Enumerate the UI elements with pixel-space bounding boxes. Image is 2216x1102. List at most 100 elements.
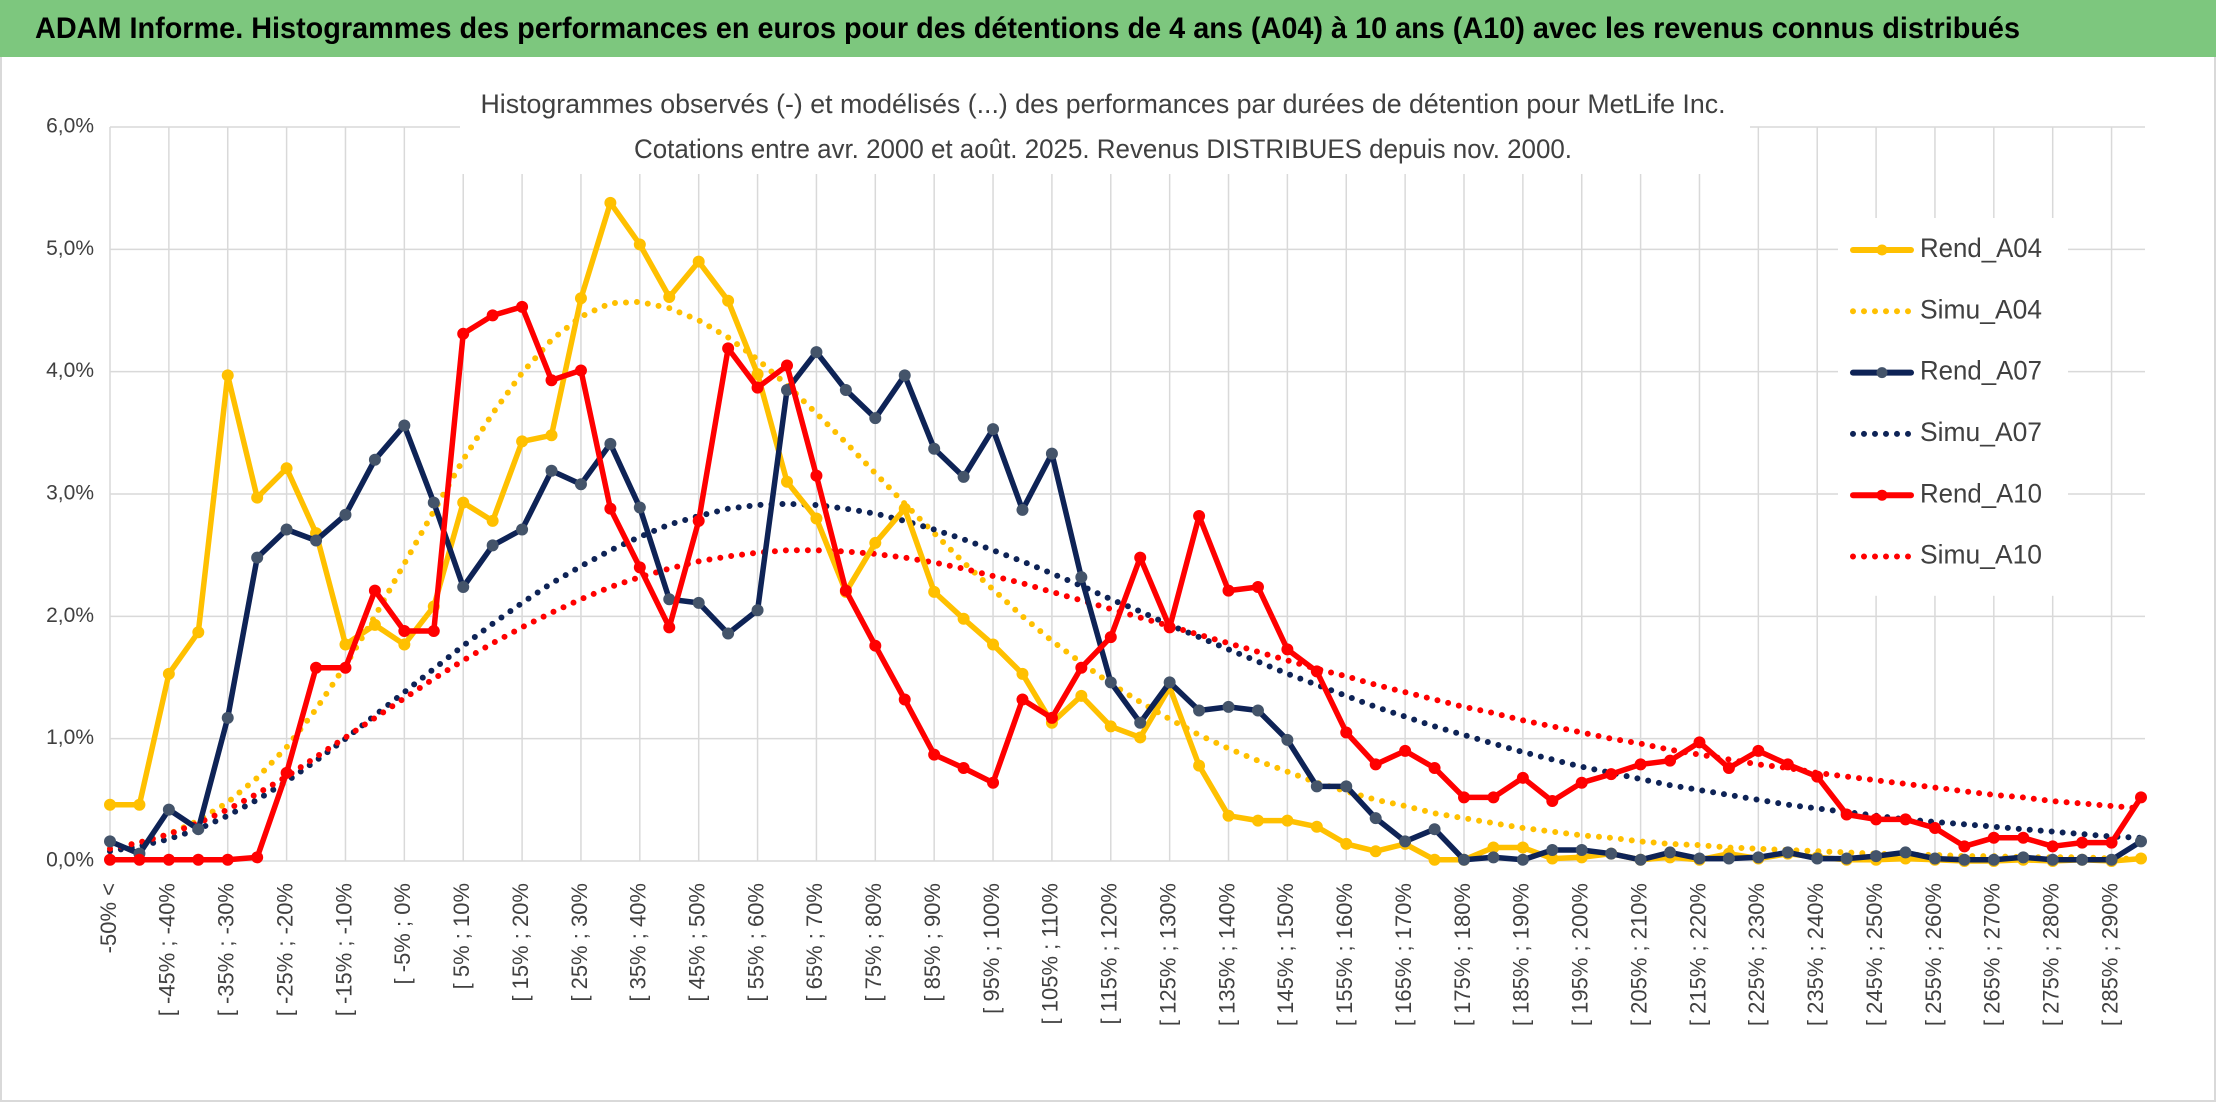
point xyxy=(1134,731,1147,744)
point xyxy=(1016,693,1029,706)
point xyxy=(633,501,646,514)
x-tick-label: [ 5% ; 10% xyxy=(449,883,474,989)
point xyxy=(104,835,116,848)
point xyxy=(1516,771,1529,784)
point xyxy=(663,291,676,304)
point xyxy=(2076,853,2089,866)
point xyxy=(251,851,264,864)
x-tick-label: [ 185% ; 190% xyxy=(1509,883,1534,1026)
point xyxy=(574,478,587,491)
point xyxy=(1075,571,1088,584)
point xyxy=(339,508,352,521)
point xyxy=(2135,852,2147,865)
legend-label: Rend_A04 xyxy=(1920,233,2042,263)
x-tick-label: [ 155% ; 160% xyxy=(1332,883,1357,1026)
point xyxy=(516,435,529,448)
point xyxy=(1870,850,1883,863)
x-tick-label: [ 15% ; 20% xyxy=(508,883,533,1002)
point xyxy=(604,196,617,209)
point xyxy=(1605,847,1618,860)
point xyxy=(574,292,587,305)
point xyxy=(1428,762,1441,775)
x-tick-label: [ 105% ; 110% xyxy=(1038,883,1063,1024)
point xyxy=(251,491,264,504)
x-tick-label: [ 125% ; 130% xyxy=(1155,883,1180,1026)
point xyxy=(1251,704,1264,717)
point xyxy=(339,661,352,674)
point xyxy=(633,238,646,251)
point xyxy=(1958,840,1971,853)
point xyxy=(1458,853,1470,866)
point xyxy=(692,596,705,609)
point xyxy=(1516,841,1529,854)
point xyxy=(457,580,470,593)
point xyxy=(1811,852,1824,865)
x-tick-label: [ 195% ; 200% xyxy=(1568,883,1593,1026)
point xyxy=(869,536,882,549)
point xyxy=(898,502,911,515)
x-tick-label: [ 285% ; 290% xyxy=(2097,883,2122,1026)
point xyxy=(2135,835,2147,848)
point xyxy=(1870,813,1883,826)
point xyxy=(1281,733,1294,746)
y-tick-label: 4,0% xyxy=(46,359,94,382)
legend-marker xyxy=(1876,367,1888,379)
point xyxy=(633,561,646,574)
point xyxy=(545,429,558,442)
point xyxy=(1575,843,1588,856)
point xyxy=(280,462,293,475)
point xyxy=(1310,665,1323,678)
point xyxy=(1340,726,1353,739)
point xyxy=(310,661,323,674)
point xyxy=(1781,846,1794,859)
point xyxy=(692,514,705,527)
point xyxy=(1045,447,1058,460)
point xyxy=(1134,716,1147,729)
point xyxy=(1251,580,1264,593)
point xyxy=(2046,853,2059,866)
x-tick-label: [ 75% ; 80% xyxy=(861,883,886,1002)
point xyxy=(162,853,175,866)
point xyxy=(1958,853,1971,866)
point xyxy=(133,853,146,866)
x-tick-label: [ 205% ; 210% xyxy=(1626,883,1651,1026)
point xyxy=(133,798,146,811)
point xyxy=(457,327,470,340)
point xyxy=(1104,631,1117,644)
point xyxy=(928,442,941,455)
point xyxy=(1222,809,1235,822)
point xyxy=(427,496,440,509)
point xyxy=(104,853,116,866)
x-tick-label: [ 135% ; 140% xyxy=(1214,883,1239,1026)
point xyxy=(1222,700,1235,713)
point xyxy=(957,762,970,775)
point xyxy=(2017,831,2030,844)
point xyxy=(869,639,882,652)
point xyxy=(987,638,1000,651)
x-tick-label: [ -25% ; -20% xyxy=(272,883,297,1016)
header-title: ADAM Informe. Histogrammes des performan… xyxy=(35,12,2020,45)
point xyxy=(516,300,529,313)
point xyxy=(162,803,175,816)
point xyxy=(1369,758,1382,771)
legend-label: Simu_A07 xyxy=(1920,417,2042,447)
x-tick-label: [ -35% ; -30% xyxy=(214,883,239,1016)
x-tick-label: [ 35% ; 40% xyxy=(626,883,651,1002)
x-tick-label: [ 115% ; 120% xyxy=(1097,883,1122,1024)
point xyxy=(162,667,175,680)
point xyxy=(1987,831,2000,844)
point xyxy=(104,798,116,811)
x-tick-label: [ 65% ; 70% xyxy=(802,883,827,1002)
x-tick-label: [ 225% ; 230% xyxy=(1744,883,1769,1026)
point xyxy=(1899,846,1912,859)
point xyxy=(604,502,617,515)
point xyxy=(1134,551,1147,564)
point xyxy=(1752,851,1765,864)
point xyxy=(2017,851,2030,864)
point xyxy=(398,419,411,432)
point xyxy=(1752,744,1765,757)
point xyxy=(1458,791,1470,804)
point xyxy=(1987,853,2000,866)
x-tick-label: -50% < xyxy=(96,883,121,953)
chart-title: Histogrammes observés (-) et modélisés (… xyxy=(481,89,1726,119)
